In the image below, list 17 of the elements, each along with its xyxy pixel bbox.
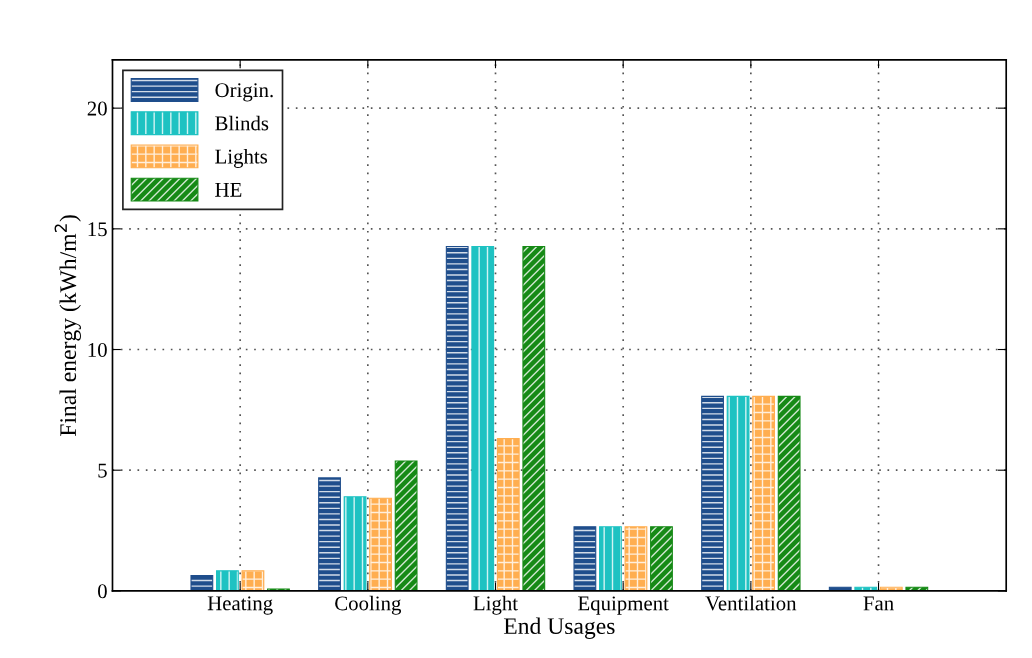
y-tick-label: 15 (88, 222, 107, 237)
y-tick-label: 20 (87, 101, 107, 116)
x-tick-label: Ventilation (705, 595, 797, 611)
y-tick-label: 5 (98, 463, 107, 478)
y-axis-title: Final energy (kWh/m$^{2}$) (54, 215, 81, 437)
legend-label: Origin. (215, 83, 273, 102)
x-tick-label: Heating (207, 596, 273, 615)
legend-label: Lights (215, 148, 268, 168)
legend-label: HE (215, 183, 242, 197)
x-axis-title: End Usages (503, 617, 615, 639)
x-tick-label: Equipment (578, 596, 669, 615)
legend-label: Blinds (215, 115, 269, 131)
x-tick-label: Fan (863, 596, 894, 611)
x-tick-label: Cooling (335, 595, 402, 615)
y-tick-label: 0 (98, 584, 107, 599)
x-tick-label: Light (473, 595, 518, 615)
y-tick-label: 10 (88, 342, 107, 357)
